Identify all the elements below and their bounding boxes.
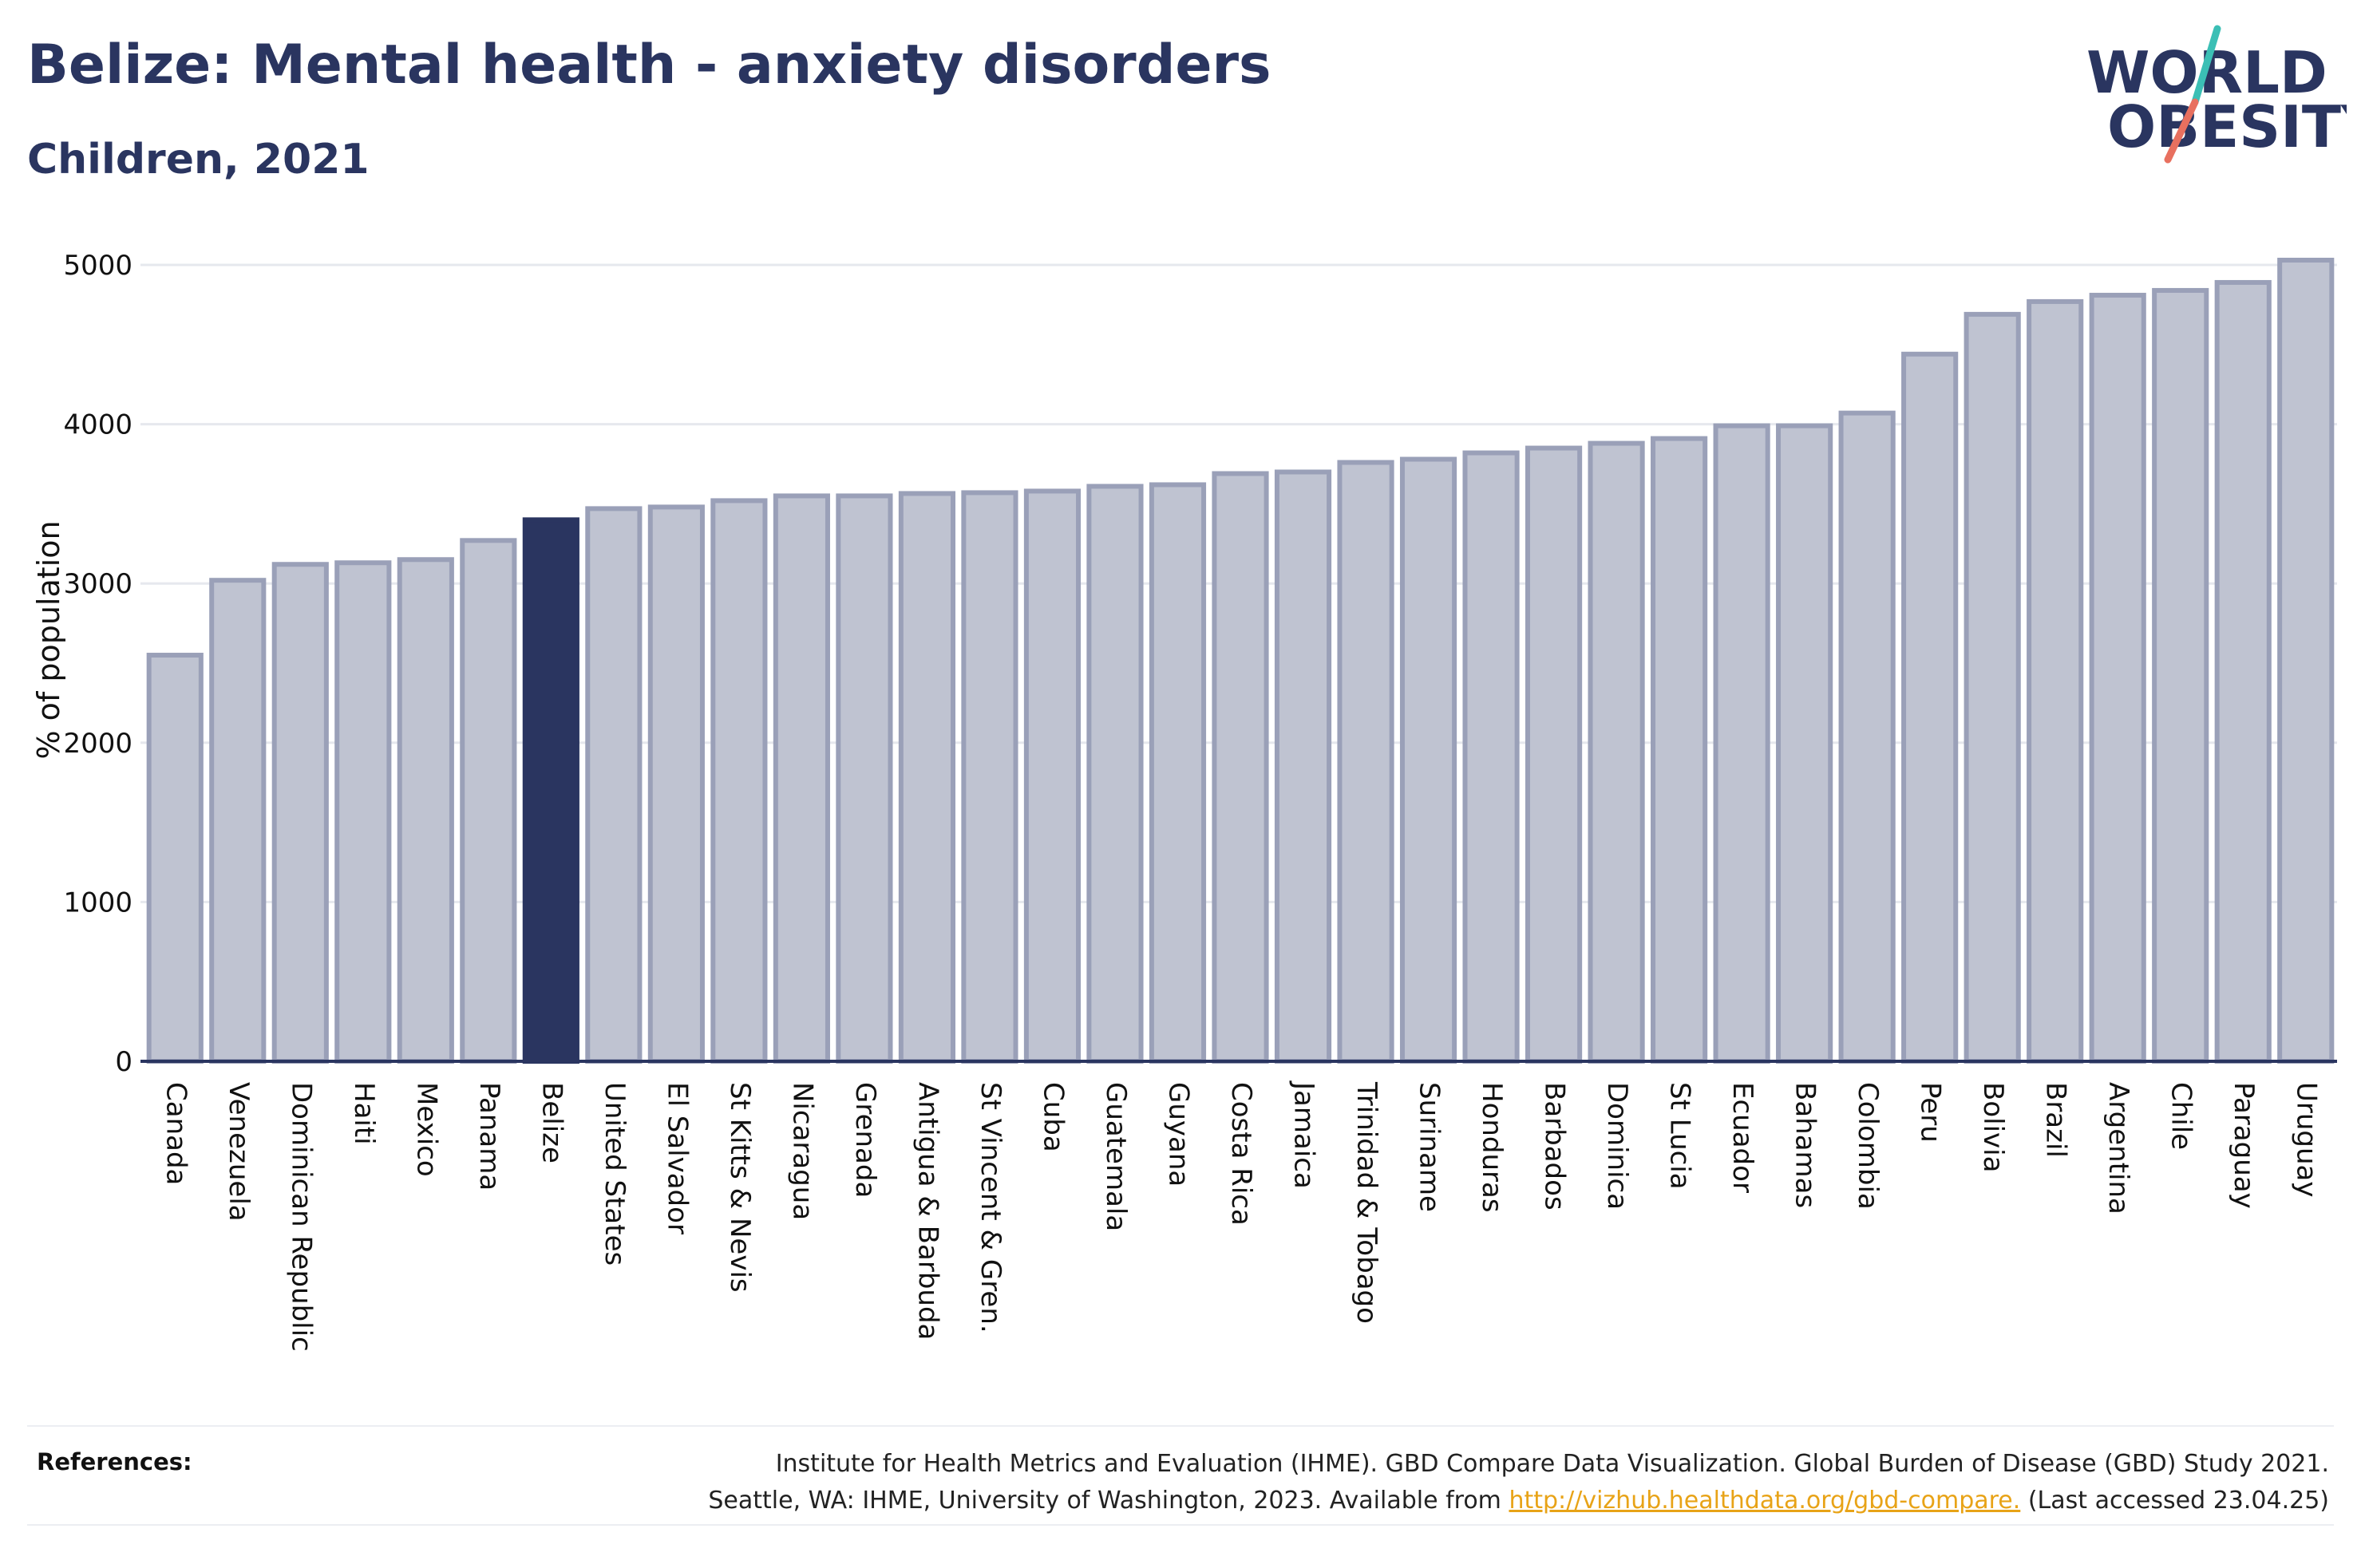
bar-venezuela: [209, 578, 267, 1064]
bar-guyana: [1149, 482, 1207, 1064]
x-tick-label: Bolivia: [1977, 1082, 2009, 1172]
chart-subtitle: Children, 2021: [27, 136, 370, 184]
x-tick-label: St Vincent & Gren.: [975, 1082, 1006, 1333]
y-tick-label: 5000: [63, 250, 132, 282]
bar-st-lucia: [1651, 436, 1708, 1064]
x-tick-label: Grenada: [849, 1082, 881, 1198]
y-tick-label: 3000: [63, 568, 132, 600]
bar-barbados: [1525, 445, 1583, 1064]
bar-el-salvador: [647, 504, 705, 1064]
reference-line-2: Seattle, WA: IHME, University of Washing…: [708, 1483, 2329, 1519]
reference-line-2-suffix: (Last accessed 23.04.25): [2020, 1487, 2329, 1515]
x-tick-label: Cuba: [1037, 1082, 1069, 1152]
bar-guatemala: [1086, 484, 1144, 1064]
bar-nicaragua: [773, 493, 830, 1064]
logo-slash-bottom: [2164, 98, 2199, 164]
bar-chart: 0 1000 2000 3000 4000 5000 Canada Venezuela Dom…: [31, 250, 2337, 1352]
logo-line2: OBESITY: [2107, 93, 2347, 160]
bar-haiti: [334, 560, 392, 1064]
x-tick-label: Panama: [473, 1082, 505, 1191]
x-tick-label: St Kitts & Nevis: [724, 1082, 756, 1293]
axes: 0 1000 2000 3000 4000 5000: [63, 250, 2337, 1078]
bar-dominican-republic: [271, 562, 329, 1064]
bar-bahamas: [1776, 423, 1833, 1064]
reference-link[interactable]: http://vizhub.healthdata.org/gbd-compare…: [1509, 1487, 2021, 1515]
x-tick-label: Dominican Republic: [285, 1082, 317, 1352]
x-tick-label: Uruguay: [2291, 1082, 2323, 1198]
references-bottom-divider: [27, 1524, 2334, 1526]
x-tick-label: Dominica: [1601, 1082, 1633, 1210]
bar-uruguay: [2277, 258, 2335, 1064]
x-tick-label: Chile: [2165, 1082, 2197, 1150]
bar-antigua-barbuda: [898, 491, 956, 1064]
x-tick-label: Mexico: [410, 1082, 442, 1177]
bar-st-kitts-nevis: [710, 498, 768, 1064]
x-tick-label: Guatemala: [1100, 1082, 1132, 1231]
y-tick-label: 1000: [63, 887, 132, 918]
world-obesity-logo: WORLD OBESITY: [2086, 25, 2347, 164]
references-label: References:: [37, 1448, 192, 1475]
bar-cuba: [1023, 488, 1082, 1064]
bar-united-states: [585, 506, 643, 1064]
y-axis-label: % of population: [31, 520, 66, 759]
x-tick-label: Honduras: [1476, 1082, 1508, 1213]
x-tick-label: Antigua & Barbuda: [912, 1082, 943, 1340]
x-tick-label: Argentina: [2102, 1082, 2134, 1215]
y-tick-label: 2000: [63, 728, 132, 760]
x-tick-label: Barbados: [1539, 1082, 1571, 1211]
bar-trinidad-tobago: [1337, 460, 1394, 1064]
x-tick-label: Bahamas: [1790, 1082, 1821, 1208]
bar-panama: [460, 538, 517, 1064]
bar-jamaica: [1274, 469, 1332, 1064]
x-tick-label: Jamaica: [1288, 1080, 1320, 1189]
x-tick-label: Canada: [160, 1082, 192, 1185]
bar-chile: [2152, 287, 2209, 1064]
x-tick-label: Costa Rica: [1225, 1082, 1257, 1226]
x-tick-label: Belize: [536, 1082, 568, 1163]
x-tick-label: Suriname: [1414, 1082, 1445, 1212]
logo-slash-top: [2191, 25, 2221, 106]
x-tick-label: Brazil: [2040, 1082, 2072, 1158]
bar-argentina: [2089, 292, 2146, 1064]
bar-peru: [1901, 351, 1959, 1064]
bar-brazil: [2027, 298, 2084, 1064]
x-tick-label: Colombia: [1852, 1082, 1884, 1210]
chart-title: Belize: Mental health - anxiety disorder…: [27, 34, 1271, 97]
reference-line-2-prefix: Seattle, WA: IHME, University of Washing…: [708, 1487, 1509, 1515]
x-tick-label: Peru: [1915, 1082, 1947, 1143]
x-tick-label: Paraguay: [2228, 1082, 2260, 1209]
x-tick-label: Venezuela: [223, 1082, 255, 1222]
x-tick-label: Haiti: [348, 1082, 380, 1145]
x-tick-label: Guyana: [1162, 1082, 1194, 1187]
y-tick-label: 4000: [63, 409, 132, 441]
bars: [146, 258, 2335, 1064]
references-top-divider: [27, 1425, 2334, 1427]
bar-suriname: [1399, 456, 1457, 1064]
bar-bolivia: [1964, 311, 2021, 1064]
category-labels: Canada Venezuela Dominican Republic Haiti Me…: [160, 1080, 2322, 1352]
y-tick-label: 0: [115, 1046, 132, 1078]
x-tick-label: Nicaragua: [786, 1082, 818, 1220]
references-text: Institute for Health Metrics and Evaluat…: [708, 1446, 2329, 1519]
bar-ecuador: [1713, 423, 1770, 1064]
reference-line-1: Institute for Health Metrics and Evaluat…: [775, 1450, 2329, 1478]
bar-mexico: [397, 557, 454, 1064]
bar-canada: [146, 653, 204, 1064]
x-tick-label: United States: [599, 1082, 631, 1266]
bar-grenada: [836, 493, 893, 1064]
bar-honduras: [1462, 450, 1520, 1064]
x-tick-label: St Lucia: [1664, 1082, 1696, 1190]
x-tick-label: Trinidad & Tobago: [1351, 1081, 1382, 1324]
bar-colombia: [1838, 410, 1896, 1064]
bar-costa-rica: [1212, 471, 1269, 1064]
bar-st-vincent-gren-: [961, 490, 1018, 1064]
x-tick-label: Ecuador: [1726, 1082, 1758, 1193]
x-tick-label: El Salvador: [661, 1082, 693, 1234]
bar-paraguay: [2214, 279, 2272, 1064]
bar-dominica: [1588, 440, 1645, 1064]
bar-belize: [522, 517, 579, 1064]
